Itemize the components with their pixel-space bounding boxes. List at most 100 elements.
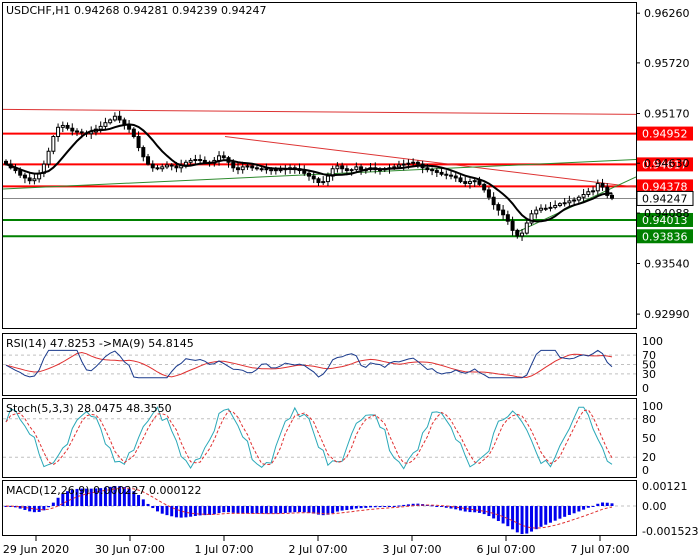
candle-bull xyxy=(401,163,406,166)
macd-histogram-bar xyxy=(151,506,155,509)
candle-bear xyxy=(307,172,311,177)
macd-histogram-bar xyxy=(354,506,358,509)
macd-histogram-bar xyxy=(340,506,344,511)
macd-histogram-bar xyxy=(610,503,614,506)
candle-bull xyxy=(51,136,56,152)
rsi-line xyxy=(5,349,613,379)
candle-bear xyxy=(453,175,458,179)
macd-histogram-bar xyxy=(402,504,406,506)
macd-histogram-bar xyxy=(544,506,548,525)
macd-histogram-bar xyxy=(459,506,462,511)
main-title: USDCHF,H1 0.94268 0.94281 0.94239 0.9424… xyxy=(6,4,267,17)
candle-bear xyxy=(18,170,23,176)
candle-bull xyxy=(325,175,330,183)
candle-bear xyxy=(491,196,496,206)
candle-bull xyxy=(562,202,567,205)
macd-histogram-bar xyxy=(477,506,481,513)
macd-histogram-bar xyxy=(170,506,174,517)
macd-histogram-bar xyxy=(567,506,571,515)
candle-bear xyxy=(415,161,420,165)
macd-histogram-bar xyxy=(103,487,107,506)
macd-histogram-bar xyxy=(563,506,567,517)
candle-bear xyxy=(482,183,487,191)
candle-bull xyxy=(591,190,596,193)
candle-bear xyxy=(605,186,610,196)
macd-histogram-bar xyxy=(122,487,126,506)
macd-histogram-bar xyxy=(496,506,500,522)
candle-bear xyxy=(235,167,240,171)
macd-histogram-bar xyxy=(463,506,467,512)
macd-histogram-bar xyxy=(440,506,444,507)
macd-histogram-bar xyxy=(208,506,212,515)
level-label: 0.94617 xyxy=(642,158,688,171)
macd-histogram-bar xyxy=(326,506,330,515)
price-tick-label: 0.92990 xyxy=(644,308,690,321)
macd-histogram-bar xyxy=(392,506,396,507)
macd-histogram-bar xyxy=(525,506,529,534)
candle-bull xyxy=(321,181,326,184)
macd-histogram-bar xyxy=(260,506,264,514)
level-label: 0.93836 xyxy=(642,230,688,243)
stoch-title: Stoch(5,3,3) 28.0475 48.3550 xyxy=(6,402,172,415)
current-price-tag xyxy=(636,190,694,206)
level-tag-support xyxy=(637,229,693,244)
candle-bull xyxy=(259,168,264,171)
macd-histogram-bar xyxy=(89,488,93,506)
trendline-red-descending xyxy=(224,136,637,188)
macd-histogram-bar xyxy=(605,502,609,506)
candle-bull xyxy=(354,166,359,171)
macd-histogram-bar xyxy=(293,506,297,513)
time-tick-label: 7 Jul 07:00 xyxy=(571,543,630,556)
macd-histogram-bar xyxy=(378,506,382,508)
rsi-tick-label: 70 xyxy=(642,349,656,362)
main-pane[interactable] xyxy=(2,2,637,329)
macd-histogram-bar xyxy=(227,506,231,513)
macd-histogram-bar xyxy=(430,505,434,507)
level-tag-resistance xyxy=(637,157,693,172)
macd-histogram-bar xyxy=(487,506,491,517)
candle-bull xyxy=(557,203,562,207)
candle-bear xyxy=(155,167,160,170)
candle-bear xyxy=(75,130,80,133)
stoch-tick-label: 50 xyxy=(642,432,656,445)
macd-histogram-bar xyxy=(127,488,131,506)
candle-bear xyxy=(496,204,501,211)
macd-histogram-bar xyxy=(511,506,515,530)
rsi-tick-label: 50 xyxy=(642,359,656,372)
macd-histogram-bar xyxy=(184,506,188,518)
macd-histogram-bar xyxy=(449,506,453,509)
macd-histogram-bar xyxy=(189,506,193,517)
candle-bear xyxy=(174,165,179,169)
candle-bull xyxy=(553,205,558,208)
rsi-pane[interactable] xyxy=(2,333,637,396)
price-tick-label: 0.94088 xyxy=(644,207,690,220)
macd-histogram-bar xyxy=(582,506,586,510)
macd-histogram-bar xyxy=(364,506,368,508)
macd-histogram-bar xyxy=(231,506,235,513)
time-tick-label: 29 Jun 2020 xyxy=(3,543,69,556)
candle-bull xyxy=(269,169,274,172)
macd-histogram-bar xyxy=(99,488,103,506)
level-tag-resistance xyxy=(637,126,693,141)
candle-bear xyxy=(359,166,364,171)
price-tick-label: 0.95720 xyxy=(644,57,690,70)
candle-bull xyxy=(576,196,581,201)
macd-histogram-bar xyxy=(345,506,349,511)
macd-histogram-bar xyxy=(137,495,141,506)
candle-bear xyxy=(434,170,439,173)
macd-histogram-bar xyxy=(406,504,410,506)
candle-bear xyxy=(610,194,614,199)
macd-histogram-bar xyxy=(506,506,510,527)
candle-bear xyxy=(273,169,278,172)
candle-bear xyxy=(501,209,506,216)
candle-bull xyxy=(567,200,572,204)
level-label: 0.94013 xyxy=(642,214,688,227)
candle-bull xyxy=(108,119,113,124)
macd-histogram-bar xyxy=(56,497,60,506)
price-tick-label: 0.94630 xyxy=(644,157,690,170)
rsi-tick-label: 0 xyxy=(642,382,649,395)
macd-histogram-bar xyxy=(350,506,354,510)
macd-histogram-bar xyxy=(66,491,70,506)
macd-histogram-bar xyxy=(165,506,169,516)
